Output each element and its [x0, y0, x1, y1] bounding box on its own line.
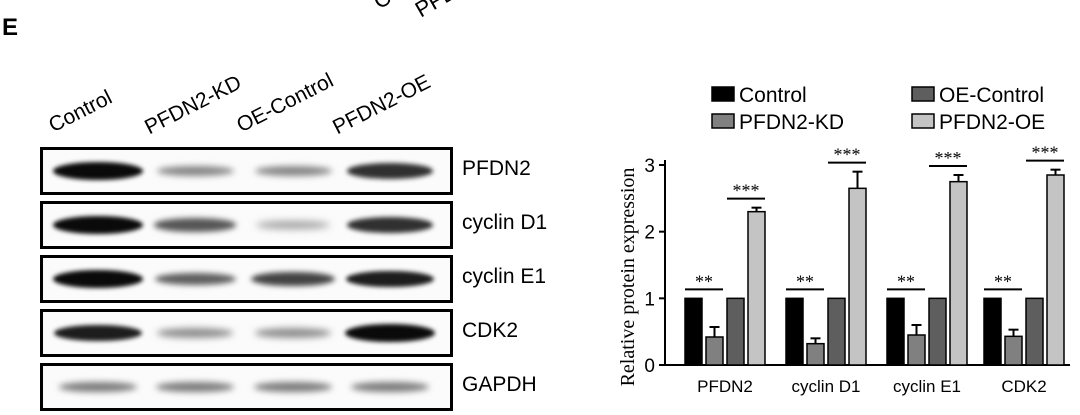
blot-band [254, 381, 332, 393]
blot-band [53, 216, 143, 234]
blot-band [53, 270, 143, 288]
bar-pfdn2-oe [1046, 174, 1065, 366]
blot-band [154, 272, 236, 286]
blot-band [59, 381, 137, 393]
blot-row-0 [40, 147, 453, 195]
legend-swatch [911, 113, 935, 129]
legend-label: OE-Control [939, 84, 1044, 107]
legend-swatch [711, 113, 735, 129]
legend-label: PFDN2-KD [739, 111, 844, 134]
significance-marker: ** [994, 271, 1012, 291]
significance-marker: *** [834, 145, 861, 165]
bar-oe-control [1025, 297, 1044, 366]
blot-band [157, 328, 233, 338]
protein-label-2: cyclin E1 [462, 265, 547, 288]
bar-oe-control [928, 297, 947, 366]
legend-swatch [711, 86, 735, 102]
blot-band [255, 328, 331, 338]
bar-control [886, 297, 905, 366]
blot-row-1 [40, 201, 453, 249]
bar-pfdn2-kd [705, 336, 724, 366]
bar-control [684, 297, 703, 366]
significance-marker: *** [1032, 143, 1059, 163]
blot-band [351, 381, 429, 393]
legend-label: PFDN2-OE [939, 111, 1045, 134]
blot-band [156, 381, 234, 393]
bar-control [785, 297, 804, 366]
blot-band [345, 324, 435, 342]
blot-band [346, 270, 434, 288]
significance-marker: ** [897, 271, 915, 291]
blot-row-3 [40, 309, 453, 357]
blot-band [53, 162, 143, 180]
y-tick-label: 3 [644, 156, 655, 177]
blot-band [154, 218, 236, 232]
blot-row-2 [40, 255, 453, 303]
x-tick-label: cyclin E1 [893, 377, 961, 396]
protein-label-0: PFDN2 [462, 157, 531, 180]
x-tick-label: CDK2 [1001, 377, 1046, 396]
blot-band [254, 165, 332, 177]
y-axis-label: Relative protein expression [617, 168, 639, 387]
bar-pfdn2-oe [747, 210, 766, 366]
protein-label-4: GAPDH [462, 373, 537, 396]
panel-letter: E [2, 14, 19, 41]
y-tick-label: 1 [644, 289, 655, 310]
legend-label: Control [739, 84, 807, 107]
significance-marker: *** [733, 181, 760, 201]
blot-band [54, 324, 142, 342]
bar-oe-control [827, 297, 846, 366]
bar-control [983, 297, 1002, 366]
bar-pfdn2-oe [848, 187, 867, 366]
bar-pfdn2-oe [949, 180, 968, 366]
y-tick-label: 0 [644, 356, 655, 377]
legend-swatch [911, 86, 935, 102]
x-tick-label: PFDN2 [697, 377, 753, 396]
significance-marker: *** [935, 148, 962, 168]
blot-band [347, 163, 433, 179]
bar-pfdn2-kd [806, 342, 825, 366]
blot-band [347, 217, 433, 233]
protein-label-3: CDK2 [462, 319, 519, 342]
blot-band [251, 271, 335, 287]
bar-oe-control [726, 297, 745, 366]
significance-marker: ** [796, 271, 814, 291]
blot-row-4 [40, 363, 453, 411]
bar-pfdn2-kd [1004, 335, 1023, 366]
protein-label-1: cyclin D1 [462, 211, 548, 234]
blot-band [156, 165, 234, 177]
blot-band [256, 220, 330, 230]
significance-marker: ** [695, 271, 713, 291]
bar-pfdn2-kd [907, 334, 926, 366]
y-tick-label: 2 [644, 223, 655, 244]
x-tick-label: cyclin D1 [792, 377, 861, 396]
